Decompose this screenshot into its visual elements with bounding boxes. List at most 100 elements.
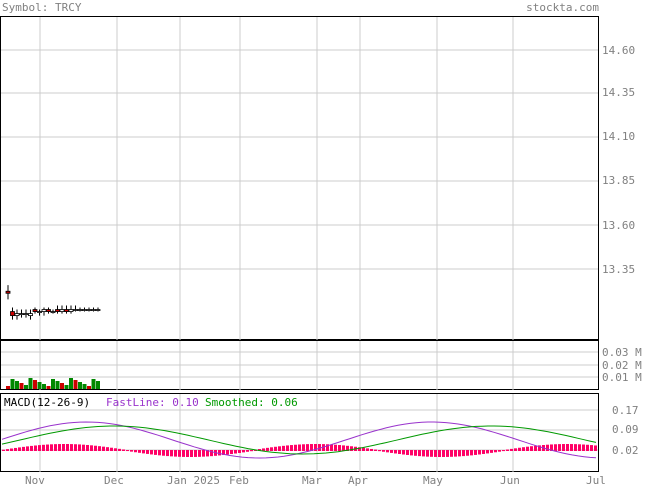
macd-histogram-bar (126, 450, 129, 452)
symbol-label: Symbol: TRCY (2, 1, 82, 14)
macd-histogram-bar (470, 450, 473, 456)
macd-histogram-bar (446, 450, 449, 457)
macd-histogram-bar (382, 450, 385, 452)
x-tick-label: Dec (104, 474, 124, 486)
macd-histogram-bar (298, 444, 301, 451)
macd-histogram-bar (158, 450, 161, 456)
price-tick-label: 13.35 (602, 263, 635, 276)
macd-histogram-bar (590, 445, 593, 451)
volume-bar (82, 384, 87, 389)
macd-histogram-bar (86, 444, 89, 451)
macd-histogram-bar (18, 447, 21, 451)
macd-histogram-bar (122, 449, 125, 451)
macd-histogram-bar (294, 444, 297, 451)
macd-histogram-bar (374, 449, 377, 451)
macd-histogram-bar (238, 450, 241, 453)
macd-histogram-bar (378, 450, 381, 452)
volume-bar (6, 386, 10, 389)
volume-bar (42, 384, 46, 389)
volume-bar (73, 380, 78, 389)
macd-histogram-bar (306, 444, 309, 451)
macd-histogram-bar (566, 444, 569, 451)
macd-histogram-bar (38, 445, 41, 451)
macd-histogram-bar (410, 450, 413, 456)
volume-series (6, 378, 100, 389)
macd-histogram-bar (170, 450, 173, 457)
macd-histogram-bar (394, 450, 397, 454)
macd-histogram-bar (518, 447, 521, 451)
macd-histogram-bar (398, 450, 401, 455)
macd-histogram-bar (330, 444, 333, 451)
macd-histogram-bar (482, 450, 485, 454)
candle-body (28, 313, 33, 317)
macd-histogram-bar (58, 444, 61, 451)
macd-histogram-bar (454, 450, 457, 457)
macd-histogram-bar (314, 444, 317, 451)
macd-histogram-bar (570, 444, 573, 451)
candle-body (50, 311, 56, 313)
macd-histogram-bar (106, 447, 109, 451)
macd-histogram-bar (466, 450, 469, 456)
candle-body (73, 309, 78, 311)
volume-bar (10, 379, 15, 389)
macd-histogram-bar (334, 444, 337, 451)
volume-bar (37, 382, 42, 389)
macd-histogram-bar (326, 444, 329, 451)
volume-bar (87, 386, 91, 389)
macd-histogram-bar (362, 447, 365, 451)
macd-histogram-bar (594, 445, 597, 451)
macd-histogram-bar (530, 446, 533, 451)
macd-histogram-bar (402, 450, 405, 455)
macd-histogram-bar (526, 446, 529, 451)
x-tick-label: Jan 2025 (167, 474, 220, 486)
macd-histogram-bar (78, 444, 81, 451)
macd-histogram-bar (318, 444, 321, 451)
macd-histogram-bar (366, 448, 369, 451)
macd-histogram-bar (538, 445, 541, 451)
macd-histogram-bar (450, 450, 453, 457)
macd-histogram-bar (510, 448, 513, 451)
candle-body (64, 309, 69, 312)
macd-histogram-bar (2, 449, 5, 451)
candle-body (37, 311, 42, 313)
macd-histogram-bar (234, 450, 237, 454)
macd-histogram-bar (514, 448, 517, 451)
macd-histogram-bar (258, 449, 261, 451)
macd-histogram-bar (502, 450, 505, 452)
x-tick-label: Jul (586, 474, 606, 486)
macd-histogram-bar (94, 445, 97, 451)
macd-histogram-bar (146, 450, 149, 454)
candlestick-series (5, 285, 101, 320)
macd-histogram-bar (30, 445, 33, 451)
macd-histogram-bar (286, 445, 289, 451)
macd-histogram-bar (6, 449, 9, 451)
macd-histogram-bar (34, 445, 37, 451)
macd-histogram-bar (506, 449, 509, 451)
macd-histogram-bar (498, 450, 501, 452)
macd-panel (0, 393, 599, 472)
x-tick-label: Mar (302, 474, 322, 486)
macd-histogram-bar (10, 448, 13, 451)
candle-body (23, 313, 29, 315)
macd-histogram-bar (290, 445, 293, 451)
macd-histogram-bar (50, 444, 53, 451)
volume-panel (0, 340, 599, 390)
macd-histogram-bar (134, 450, 137, 453)
macd-histogram-bar (426, 450, 429, 457)
macd-histogram-bar (62, 444, 65, 451)
macd-histogram-bar (82, 444, 85, 451)
x-tick-label: Apr (348, 474, 368, 486)
macd-smoothed-line (1, 425, 597, 455)
price-tick-label: 14.35 (602, 86, 635, 99)
macd-histogram-bar (278, 446, 281, 451)
volume-bar (28, 378, 33, 389)
macd-histogram-bar (390, 450, 393, 453)
price-tick-label: 13.85 (602, 174, 635, 187)
macd-histogram-bar (458, 450, 461, 457)
macd-histogram-bar (74, 444, 77, 451)
volume-bar (96, 381, 100, 389)
macd-histogram-bar (478, 450, 481, 455)
macd-histogram-bar (70, 444, 73, 451)
macd-histogram-bar (242, 450, 245, 453)
macd-series (1, 421, 597, 459)
